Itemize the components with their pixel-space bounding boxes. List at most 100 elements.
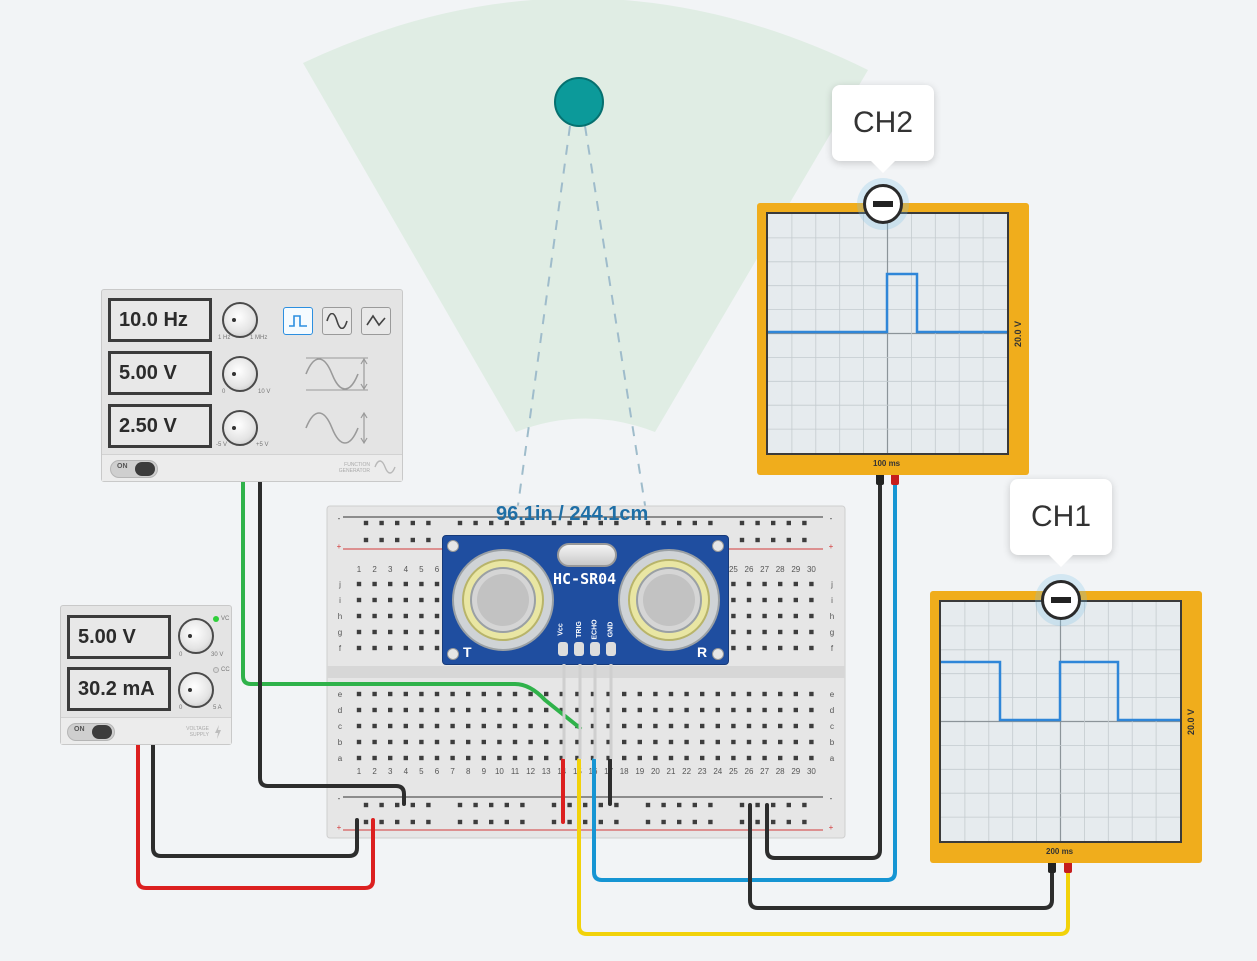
rail-hole-0-15[interactable]	[645, 520, 651, 526]
hole-b24[interactable]	[715, 739, 720, 745]
rail-hole-0-21[interactable]	[755, 520, 760, 526]
hole-c25[interactable]	[731, 723, 736, 729]
rail-hole-1-21[interactable]	[755, 537, 760, 543]
rail-hole-1-1[interactable]	[379, 537, 384, 543]
rail-hole-3-3[interactable]	[410, 819, 415, 825]
hole-c18[interactable]	[622, 723, 627, 729]
hole-f29[interactable]	[793, 645, 798, 651]
hole-i1[interactable]	[356, 597, 362, 603]
hole-f6[interactable]	[434, 645, 440, 651]
rail-hole-0-19[interactable]	[708, 520, 713, 526]
rail-hole-2-13[interactable]	[598, 802, 603, 808]
hole-a16[interactable]	[590, 755, 596, 761]
hole-a12[interactable]	[528, 755, 533, 761]
hole-d7[interactable]	[450, 707, 455, 713]
hole-d11[interactable]	[512, 707, 518, 713]
triangle-wave-button[interactable]	[361, 307, 391, 335]
hole-c12[interactable]	[528, 723, 533, 729]
hole-c4[interactable]	[403, 723, 408, 729]
rail-hole-0-1[interactable]	[379, 520, 384, 526]
rail-hole-1-4[interactable]	[426, 537, 431, 543]
rail-hole-0-18[interactable]	[692, 520, 697, 526]
rail-hole-0-2[interactable]	[395, 520, 400, 526]
hole-d29[interactable]	[793, 707, 798, 713]
hole-e9[interactable]	[481, 691, 486, 697]
hole-d27[interactable]	[762, 707, 767, 713]
hole-e26[interactable]	[746, 691, 752, 697]
hole-h1[interactable]	[356, 613, 362, 619]
rail-hole-0-20[interactable]	[739, 520, 745, 526]
hole-g30[interactable]	[809, 629, 814, 635]
hole-f3[interactable]	[388, 645, 393, 651]
rail-hole-0-23[interactable]	[786, 520, 791, 526]
hole-a3[interactable]	[388, 755, 393, 761]
hole-h29[interactable]	[793, 613, 798, 619]
hole-a5[interactable]	[419, 755, 424, 761]
hole-c21[interactable]	[668, 723, 674, 729]
hole-g29[interactable]	[793, 629, 798, 635]
hole-a24[interactable]	[715, 755, 720, 761]
oscilloscope-ch2[interactable]: 20.0 V 100 ms	[757, 203, 1029, 475]
hole-a25[interactable]	[731, 755, 736, 761]
hole-j1[interactable]	[356, 581, 362, 587]
hole-a26[interactable]	[746, 755, 752, 761]
rail-hole-0-5[interactable]	[457, 520, 463, 526]
hole-e27[interactable]	[762, 691, 767, 697]
hole-h2[interactable]	[372, 613, 377, 619]
hole-d22[interactable]	[684, 707, 689, 713]
hole-i2[interactable]	[372, 597, 377, 603]
hole-g6[interactable]	[434, 629, 440, 635]
pin-echo[interactable]	[590, 642, 600, 656]
hole-c5[interactable]	[419, 723, 424, 729]
hole-d30[interactable]	[809, 707, 814, 713]
hole-j5[interactable]	[419, 581, 424, 587]
rail-hole-2-10[interactable]	[551, 802, 557, 808]
hole-e28[interactable]	[778, 691, 783, 697]
rail-hole-2-16[interactable]	[661, 802, 666, 808]
hole-b28[interactable]	[778, 739, 783, 745]
hole-h30[interactable]	[809, 613, 814, 619]
rail-hole-2-0[interactable]	[363, 802, 369, 808]
rail-hole-2-7[interactable]	[489, 802, 494, 808]
rail-hole-1-24[interactable]	[802, 537, 807, 543]
hole-b11[interactable]	[512, 739, 518, 745]
fg-power-switch[interactable]: ON	[110, 460, 158, 478]
hole-d1[interactable]	[356, 707, 362, 713]
hole-d14[interactable]	[559, 707, 564, 713]
hole-b9[interactable]	[481, 739, 486, 745]
hole-i26[interactable]	[746, 597, 752, 603]
rail-hole-0-14[interactable]	[614, 520, 619, 526]
hole-c3[interactable]	[388, 723, 393, 729]
hole-b13[interactable]	[544, 739, 549, 745]
rail-hole-3-18[interactable]	[692, 819, 697, 825]
hole-a19[interactable]	[637, 755, 642, 761]
hole-c14[interactable]	[559, 723, 564, 729]
hole-j25[interactable]	[731, 581, 736, 587]
hole-a9[interactable]	[481, 755, 486, 761]
hole-d4[interactable]	[403, 707, 408, 713]
hole-e16[interactable]	[590, 691, 596, 697]
hole-b12[interactable]	[528, 739, 533, 745]
hole-c7[interactable]	[450, 723, 455, 729]
rail-hole-2-9[interactable]	[520, 802, 525, 808]
hole-b8[interactable]	[466, 739, 471, 745]
rail-hole-0-7[interactable]	[489, 520, 494, 526]
hole-c9[interactable]	[481, 723, 486, 729]
pin-vcc[interactable]	[558, 642, 568, 656]
amplitude-knob[interactable]	[222, 356, 258, 392]
rail-hole-3-6[interactable]	[473, 819, 478, 825]
hole-e3[interactable]	[388, 691, 393, 697]
hole-c6[interactable]	[434, 723, 440, 729]
hole-e12[interactable]	[528, 691, 533, 697]
hole-b15[interactable]	[575, 739, 580, 745]
hole-h28[interactable]	[778, 613, 783, 619]
hole-g4[interactable]	[403, 629, 408, 635]
rail-hole-3-1[interactable]	[379, 819, 384, 825]
hole-b2[interactable]	[372, 739, 377, 745]
hole-c19[interactable]	[637, 723, 642, 729]
rail-hole-0-10[interactable]	[551, 520, 557, 526]
hole-f1[interactable]	[356, 645, 362, 651]
hole-j2[interactable]	[372, 581, 377, 587]
hole-a13[interactable]	[544, 755, 549, 761]
hole-f4[interactable]	[403, 645, 408, 651]
